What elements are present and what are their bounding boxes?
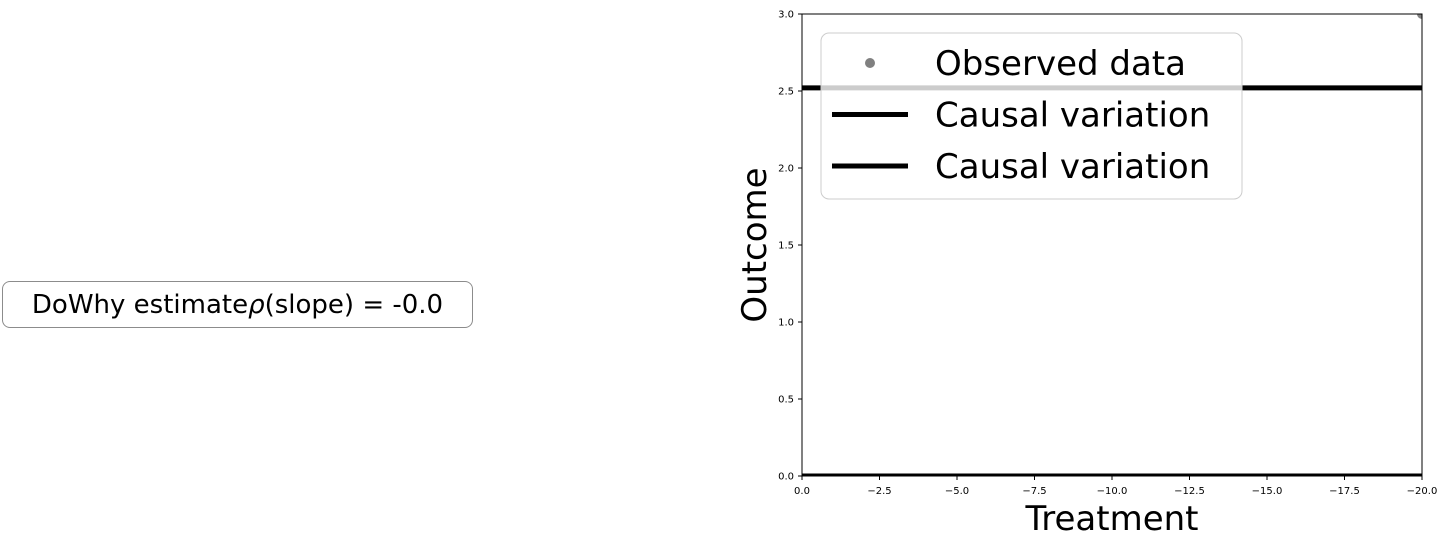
legend-marker-swatch-0 [865,58,875,68]
x-tick-label: −7.5 [1022,486,1046,497]
y-tick-label: 1.0 [778,318,794,329]
x-tick-label: −15.0 [1252,486,1283,497]
y-tick-label: 1.5 [778,241,794,252]
x-axis-title: Treatment [1024,499,1198,539]
legend-label-0: Observed data [935,44,1186,84]
legend-label-1: Causal variation [935,96,1210,136]
x-tick-label: −5.0 [945,486,969,497]
estimate-prefix: DoWhy estimate [31,289,249,320]
x-tick-label: 0.0 [794,486,810,497]
y-tick-label: 2.0 [778,164,794,175]
legend-label-2: Causal variation [935,147,1210,187]
x-tick-label: −2.5 [867,486,891,497]
y-axis-title: Outcome [735,167,775,322]
x-tick-label: −17.5 [1329,486,1360,497]
y-tick-label: 0.0 [778,472,794,483]
x-tick-label: −10.0 [1097,486,1128,497]
y-tick-label: 0.5 [778,395,794,406]
estimate-annotation-box: DoWhy estimate ρ (slope) = -0.0 [2,281,473,328]
estimate-suffix: (slope) = -0.0 [264,289,444,320]
y-tick-label: 2.5 [778,87,794,98]
data-point-0-0 [1417,14,1422,19]
x-tick-label: −12.5 [1174,486,1205,497]
y-tick-label: 3.0 [778,10,794,21]
x-tick-label: −20.0 [1407,486,1438,497]
legend-box [820,32,1243,200]
estimate-symbol: ρ [248,289,265,320]
